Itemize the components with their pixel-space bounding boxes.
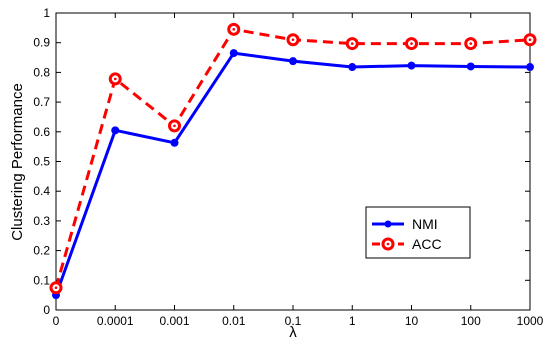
y-tick-label: 0.2 [33,244,50,258]
x-tick-label: 1 [349,314,356,328]
y-tick-label: 0.9 [33,36,50,50]
x-tick-label: 1000 [517,314,543,328]
legend-marker-nmi [384,220,392,228]
legend-label-acc: ACC [412,236,442,252]
legend-box [365,206,471,259]
data-point-center-acc [54,286,58,290]
legend-marker-center-acc [386,242,390,246]
data-point-nmi [111,126,120,135]
y-tick-label: 1 [43,6,50,20]
y-tick-label: 0.1 [33,273,50,287]
x-tick-label: 100 [461,314,481,328]
x-tick-label: 0.1 [285,314,302,328]
x-axis-label: λ [289,324,297,341]
data-point-center-acc [410,42,413,45]
y-tick-label: 0.5 [33,155,50,169]
data-point-center-acc [469,42,473,45]
legend: NMI ACC [365,206,471,259]
y-tick-label: 0.8 [33,65,50,79]
y-tick-label: 0.7 [33,95,50,109]
data-point-nmi [466,62,475,71]
series-acc [49,22,537,295]
data-point-center-acc [232,28,236,31]
data-point-nmi [229,49,238,58]
axis-ticks: 0 0.0001 0.001 0.01 0.1 1 10 100 1000 0 0.1 0.2 0.3 0… [33,6,543,328]
data-point-nmi [289,57,297,66]
x-tick-label: 10 [405,314,419,328]
data-point-nmi [170,138,179,147]
y-tick-label: 0.3 [33,214,50,228]
y-axis-label: Clustering Performance [9,83,26,241]
series-layer [49,22,537,300]
legend-label-nmi: NMI [412,216,438,232]
y-tick-label: 0.6 [33,125,50,139]
series-nmi [52,49,534,300]
data-point-center-acc [291,38,295,42]
data-point-nmi [526,63,534,72]
x-tick-label: 0.001 [159,314,189,328]
x-tick-label: 0.01 [222,314,246,328]
x-tick-label: 0.0001 [97,314,134,328]
data-point-nmi [407,61,416,70]
y-tick-label: 0 [43,303,50,317]
data-point-nmi [348,63,357,72]
x-tick-label: 0 [53,314,60,328]
data-point-center-acc [173,124,176,128]
data-point-center-acc [350,42,354,45]
y-tick-label: 0.4 [33,184,50,198]
data-point-center-acc [113,77,117,81]
data-point-center-acc [528,38,532,42]
